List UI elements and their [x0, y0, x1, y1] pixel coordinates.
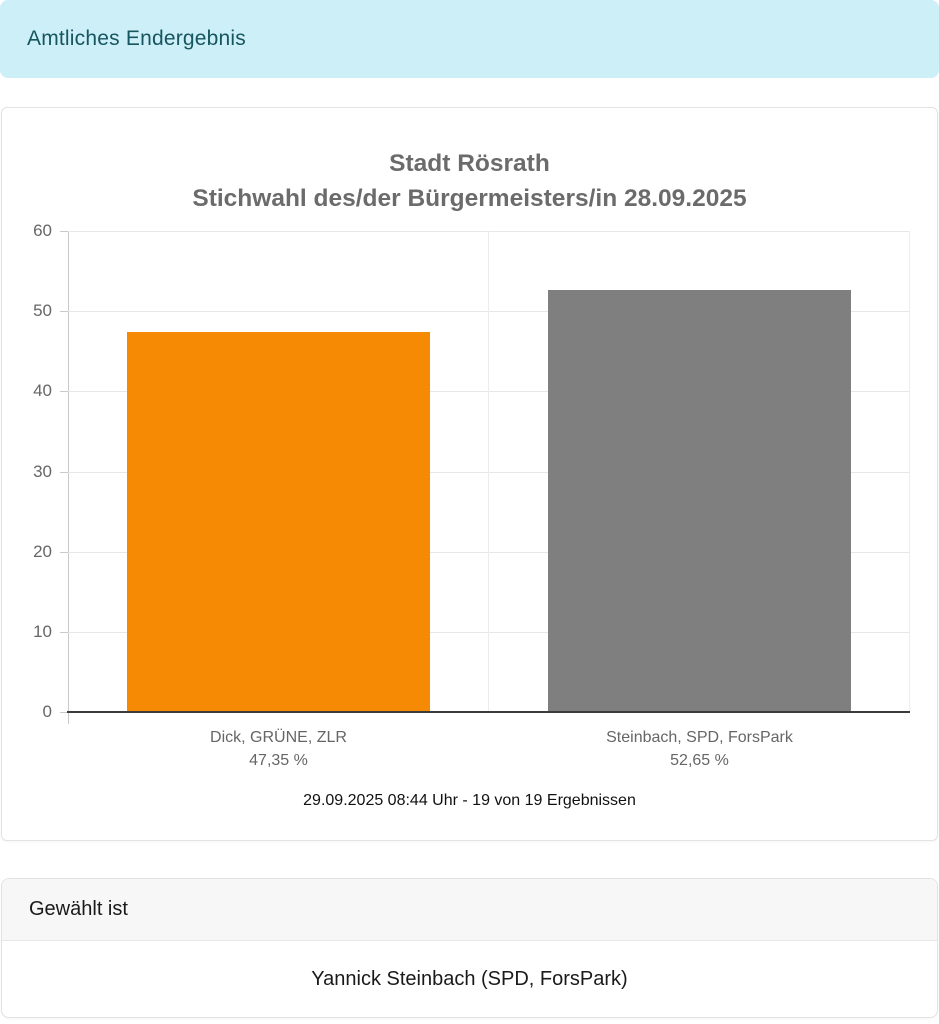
v-gridline-0: [488, 231, 489, 712]
gridline-50: [68, 311, 910, 313]
y-axis-label-50: 50: [33, 301, 52, 321]
result-banner: Amtliches Endergebnis: [0, 0, 939, 78]
y-tick-40: [60, 391, 68, 393]
y-tick-20: [60, 551, 68, 553]
chart-title-line1: Stadt Rösrath: [389, 150, 550, 177]
result-card: Gewählt ist Yannick Steinbach (SPD, Fors…: [1, 878, 938, 1018]
y-tick-50: [60, 311, 68, 313]
chart-title: Stadt Rösrath Stichwahl des/der Bürgerme…: [2, 146, 937, 216]
x-axis-baseline: [67, 711, 910, 713]
y-tick-10: [60, 631, 68, 633]
chart-plot: 0 10 20 30 40 50 60: [33, 221, 910, 724]
y-axis-label-40: 40: [33, 381, 52, 401]
y-axis-label-0: 0: [42, 702, 52, 721]
banner-title: Amtliches Endergebnis: [27, 27, 246, 50]
bar-1: [547, 289, 852, 712]
x-axis-label-1: Steinbach, SPD, ForsPark 52,65 %: [489, 712, 910, 772]
chart-caption: 29.09.2025 08:44 Uhr - 19 von 19 Ergebni…: [303, 792, 636, 809]
x-axis-label-0: Dick, GRÜNE, ZLR 47,35 %: [68, 712, 489, 772]
y-axis-label-10: 10: [33, 621, 52, 641]
gridline-30: [68, 471, 910, 473]
result-card-header: Gewählt ist: [2, 879, 937, 941]
y-axis-label-30: 30: [33, 461, 52, 481]
category-name-1: Steinbach, SPD, ForsPark: [606, 729, 793, 746]
gridline-10: [68, 631, 910, 633]
result-card-body: Yannick Steinbach (SPD, ForsPark): [2, 941, 937, 1017]
chart-title-line2: Stichwahl des/der Bürgermeisters/in 28.0…: [192, 185, 747, 212]
y-tick-30: [60, 471, 68, 473]
bar-value-label-1: 52,65 %: [670, 752, 729, 769]
y-tick-0: [60, 712, 68, 713]
y-axis-line: [68, 231, 69, 724]
bar-0: [126, 332, 431, 712]
y-axis-label-20: 20: [33, 541, 52, 561]
category-name-0: Dick, GRÜNE, ZLR: [210, 729, 347, 746]
result-card-header-label: Gewählt ist: [29, 898, 128, 920]
bar-value-label-0: 47,35 %: [249, 752, 308, 769]
x-axis-labels: Dick, GRÜNE, ZLR 47,35 % Steinbach, SPD, F…: [68, 712, 910, 772]
gridline-60: [68, 231, 910, 232]
y-tick-60: [60, 231, 68, 232]
v-gridline-1: [909, 231, 910, 712]
winner-name: Yannick Steinbach (SPD, ForsPark): [311, 967, 628, 990]
chart-card: Stadt Rösrath Stichwahl des/der Bürgerme…: [1, 107, 938, 841]
gridline-20: [68, 551, 910, 553]
gridline-40: [68, 391, 910, 393]
y-axis-label-60: 60: [33, 221, 52, 240]
